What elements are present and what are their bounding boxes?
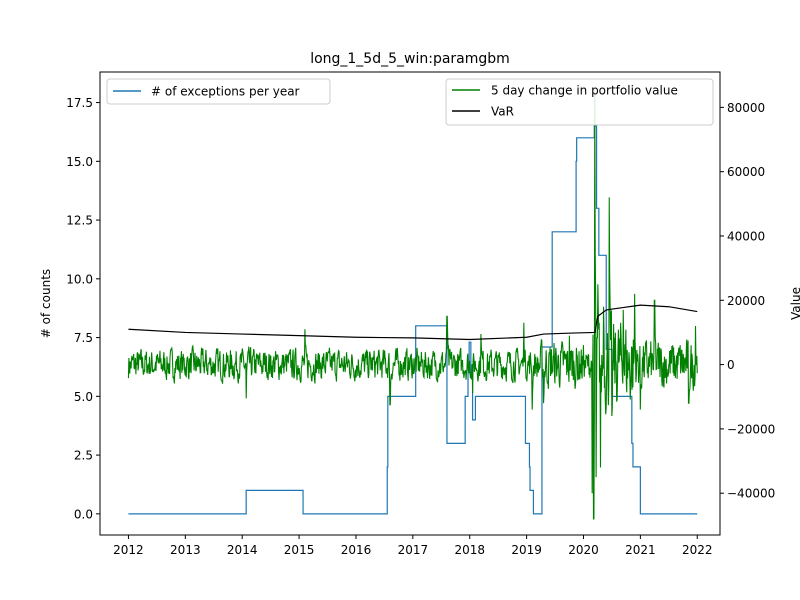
- legend-label-exceptions: # of exceptions per year: [151, 85, 300, 99]
- x-tick-label: 2018: [454, 543, 485, 557]
- x-tick-label: 2012: [113, 543, 144, 557]
- y-left-tick-label: 7.5: [74, 331, 93, 345]
- legend-label-portfolio-change: 5 day change in portfolio value: [491, 84, 678, 98]
- x-tick-label: 2013: [170, 543, 201, 557]
- x-tick-label: 2020: [568, 543, 599, 557]
- legend-left: # of exceptions per year: [106, 78, 331, 105]
- y-left-tick-label: 10.0: [66, 272, 93, 286]
- x-tick-label: 2021: [625, 543, 656, 557]
- y-right-tick-label: 20000: [727, 294, 765, 308]
- y-right-tick-label: 80000: [727, 101, 765, 115]
- y-right-tick-label: 60000: [727, 165, 765, 179]
- y-left-tick-label: 15.0: [66, 155, 93, 169]
- x-tick-label: 2015: [284, 543, 315, 557]
- legend-label-var: VaR: [491, 105, 514, 119]
- legend-right-box: [445, 78, 714, 126]
- x-tick-label: 2016: [341, 543, 372, 557]
- x-tick-label: 2022: [682, 543, 713, 557]
- chart-title: long_1_5d_5_win:paramgbm: [310, 51, 510, 67]
- y-left-tick-label: 17.5: [66, 96, 93, 110]
- y-right-tick-label: −40000: [727, 487, 775, 501]
- y-left-tick-label: 0.0: [74, 507, 93, 521]
- lines-layer: [127, 91, 698, 520]
- y-left-axis-label: # of counts: [39, 269, 53, 338]
- y-right-axis-label: Value: [789, 287, 800, 320]
- plot-frame: [99, 71, 721, 536]
- x-axis-ticks: 2012 2013 2014 2015 2016 2017 2018 2019 2020 2021…: [113, 535, 713, 557]
- y-left-tick-label: 5.0: [74, 390, 93, 404]
- x-tick-label: 2014: [227, 543, 258, 557]
- series-line-portfolio-change: [127, 91, 698, 520]
- legend-left-box: [106, 78, 331, 105]
- y-left-tick-label: 2.5: [74, 449, 93, 463]
- x-tick-label: 2019: [511, 543, 542, 557]
- y-left-tick-label: 12.5: [66, 214, 93, 228]
- legend-right: 5 day change in portfolio value VaR: [445, 78, 714, 126]
- y-right-tick-label: 40000: [727, 229, 765, 243]
- y-right-axis-ticks: −40000 −20000 0 20000 40000 60000 80000: [720, 101, 775, 501]
- y-right-tick-label: 0: [727, 358, 735, 372]
- y-right-tick-label: −20000: [727, 422, 775, 436]
- x-tick-label: 2017: [398, 543, 429, 557]
- series-line-var: [128, 304, 698, 341]
- y-left-axis-ticks: 0.0 2.5 5.0 7.5 10.0 12.5 15.0 17.5: [66, 96, 100, 521]
